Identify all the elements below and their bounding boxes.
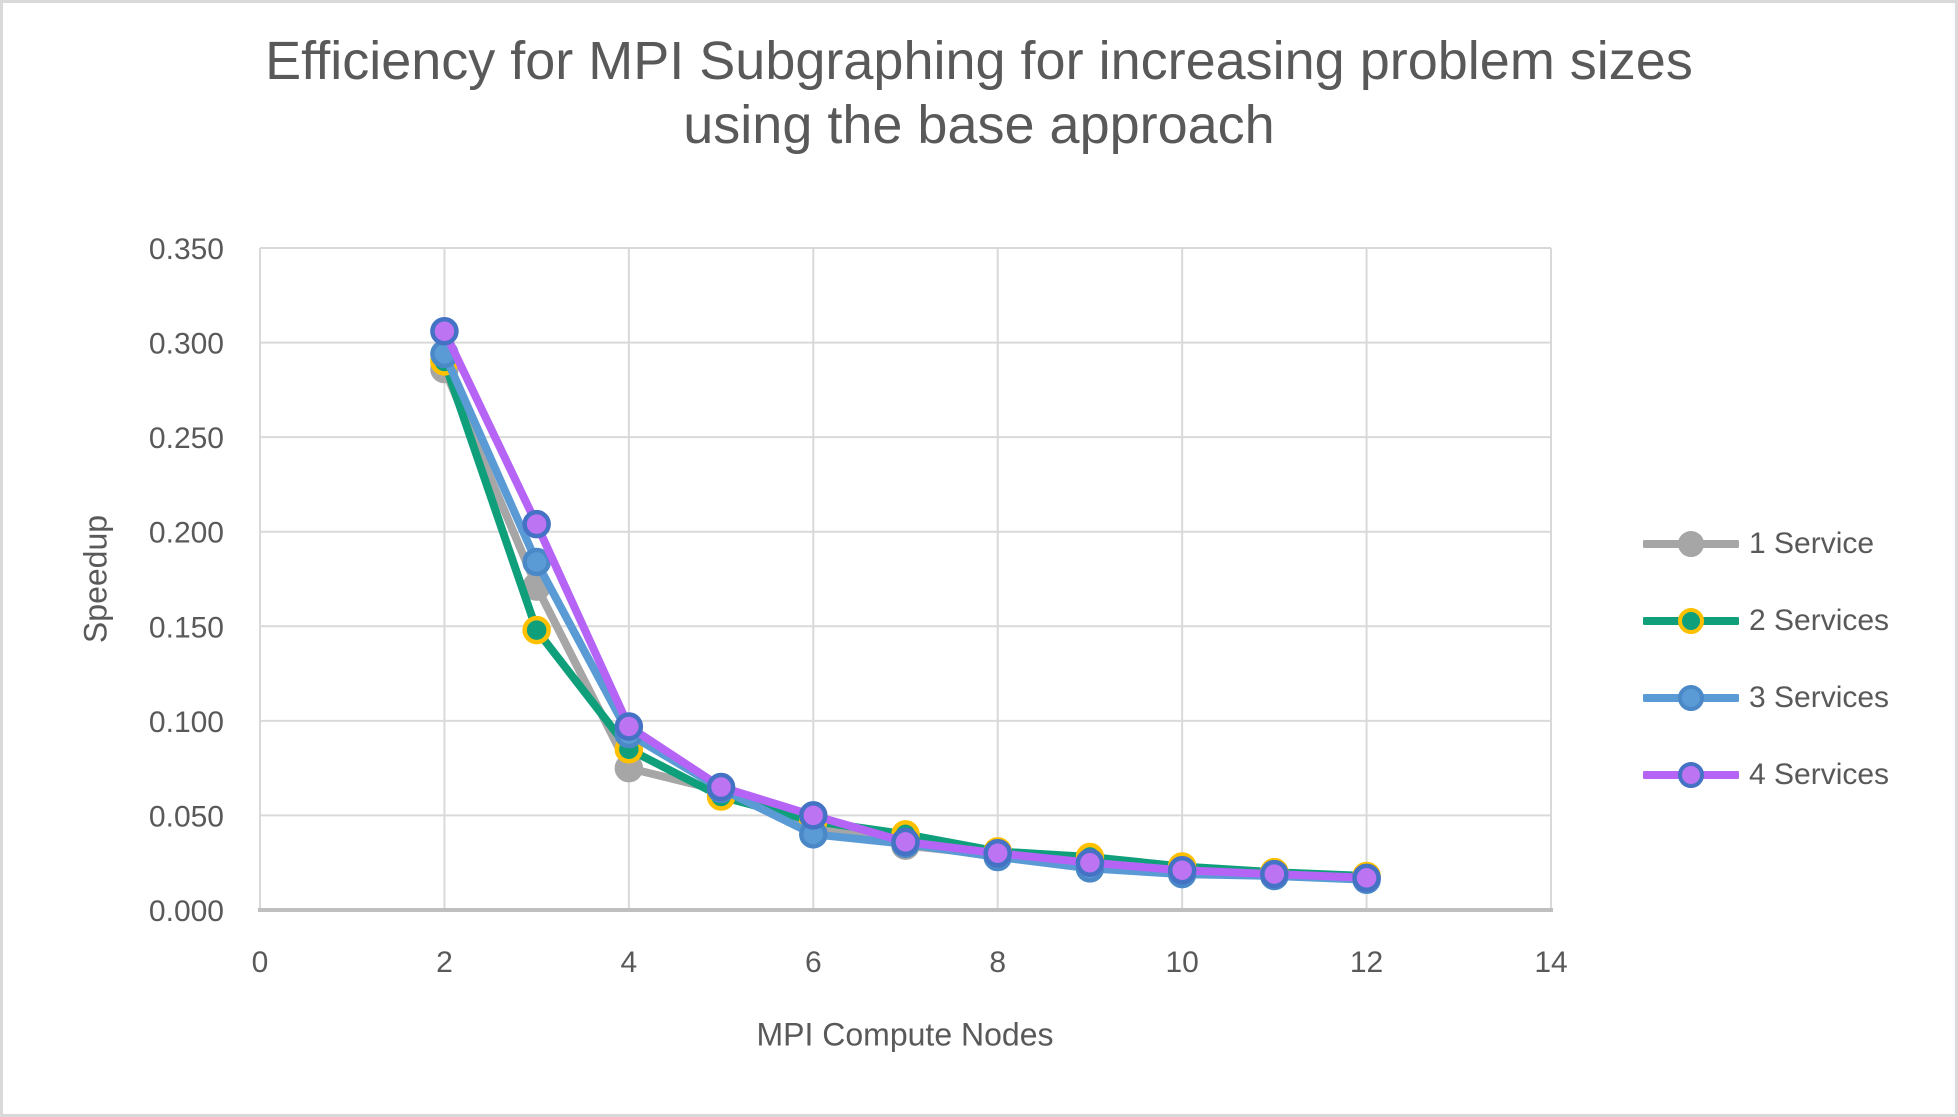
legend-marker-icon bbox=[1643, 684, 1739, 711]
x-tick-label: 2 bbox=[436, 946, 453, 979]
x-tick-label: 8 bbox=[989, 946, 1006, 979]
x-tick-label: 10 bbox=[1165, 946, 1198, 979]
chart-title-line1: Efficiency for MPI Subgraphing for incre… bbox=[265, 31, 1693, 91]
y-tick-label: 0.000 bbox=[149, 895, 224, 928]
x-tick-label: 0 bbox=[252, 946, 269, 979]
legend-label: 2 Services bbox=[1749, 603, 1890, 637]
y-tick-label: 0.250 bbox=[149, 422, 224, 455]
x-tick-label: 14 bbox=[1534, 946, 1567, 979]
y-axis-title: Speedup bbox=[77, 514, 114, 644]
y-tick-label: 0.200 bbox=[149, 517, 224, 550]
legend-label: 3 Services bbox=[1749, 680, 1890, 714]
y-tick-label: 0.150 bbox=[149, 611, 224, 644]
x-axis-title: MPI Compute Nodes bbox=[756, 1016, 1054, 1053]
x-tick-label: 12 bbox=[1350, 946, 1383, 979]
x-tick-label: 6 bbox=[805, 946, 822, 979]
y-tick-label: 0.100 bbox=[149, 706, 224, 739]
x-tick-label: 4 bbox=[621, 946, 638, 979]
y-tick-label: 0.050 bbox=[149, 800, 224, 833]
legend-label: 4 Services bbox=[1749, 757, 1890, 791]
legend-item: 2 Services bbox=[1643, 582, 1889, 659]
legend: 1 Service 2 Services 3 Services 4 Services bbox=[1643, 505, 1889, 813]
legend-item: 4 Services bbox=[1643, 736, 1889, 813]
chart-title: Efficiency for MPI Subgraphing for incre… bbox=[0, 30, 1958, 157]
y-tick-label: 0.350 bbox=[149, 233, 224, 266]
legend-item: 1 Service bbox=[1643, 505, 1889, 582]
y-tick-label: 0.300 bbox=[149, 328, 224, 361]
legend-marker-icon bbox=[1643, 607, 1739, 634]
legend-marker-icon bbox=[1643, 761, 1739, 788]
chart-title-line2: using the base approach bbox=[683, 94, 1275, 155]
legend-marker-icon bbox=[1643, 530, 1739, 557]
legend-item: 3 Services bbox=[1643, 659, 1889, 736]
legend-label: 1 Service bbox=[1749, 526, 1875, 560]
